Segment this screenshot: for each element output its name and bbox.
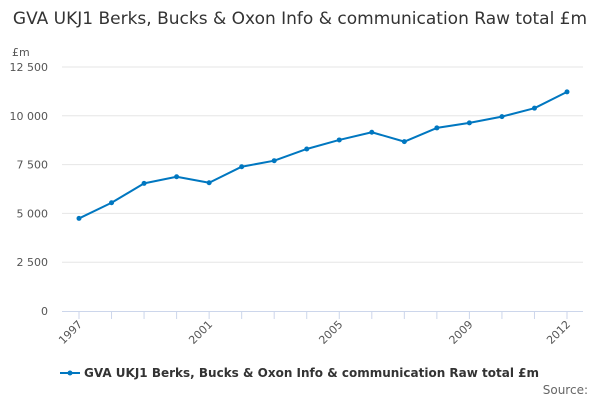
legend-item[interactable]: GVA UKJ1 Berks, Bucks & Oxon Info & comm…: [60, 366, 539, 380]
data-point: [109, 200, 115, 206]
data-point: [239, 164, 245, 170]
data-point: [271, 158, 277, 164]
source-label: Source:: [542, 383, 588, 397]
series-line: [78, 90, 568, 220]
y-tick-label: 7 500: [17, 159, 49, 172]
data-point: [531, 105, 537, 111]
y-tick-label: 2 500: [17, 256, 49, 269]
data-point: [564, 89, 570, 95]
y-tick-label: 10 000: [10, 110, 49, 123]
data-point: [141, 180, 147, 186]
y-tick-label: 0: [41, 305, 48, 318]
x-tick-label: 2005: [316, 318, 345, 347]
x-tick-label: 2001: [186, 318, 215, 347]
x-tick-label: 2009: [447, 318, 476, 347]
y-tick-label: 12 500: [10, 61, 49, 74]
data-point: [206, 180, 212, 186]
data-point: [174, 174, 180, 180]
data-point: [369, 129, 375, 135]
y-axis-label: £m: [12, 46, 30, 59]
data-point: [434, 125, 440, 131]
chart-title: GVA UKJ1 Berks, Bucks & Oxon Info & comm…: [12, 9, 588, 29]
legend-line-marker-icon: [60, 370, 80, 376]
data-point: [466, 120, 472, 126]
x-tick-label: 1997: [56, 318, 85, 347]
data-point: [401, 139, 407, 145]
data-point: [499, 114, 505, 120]
data-point: [76, 215, 82, 221]
legend-label: GVA UKJ1 Berks, Bucks & Oxon Info & comm…: [84, 366, 539, 380]
y-tick-label: 5 000: [17, 207, 49, 220]
x-tick-label: 2012: [544, 318, 573, 347]
data-point: [304, 146, 310, 152]
data-point: [336, 137, 342, 143]
